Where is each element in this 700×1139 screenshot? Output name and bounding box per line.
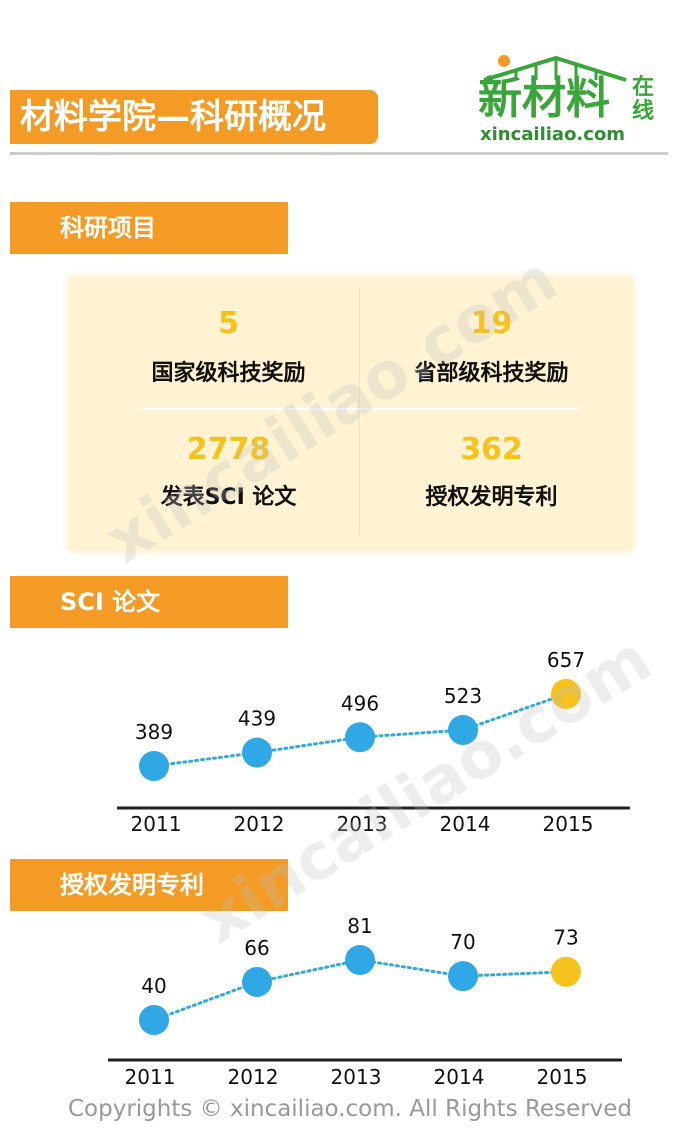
stat-value-patents: 362 bbox=[460, 432, 523, 467]
data-point-2014 bbox=[448, 715, 478, 745]
data-label-2013: 81 bbox=[347, 914, 372, 938]
patents-line-chart: 40 2011 66 2012 81 2013 70 2014 73 2015 bbox=[108, 914, 622, 1089]
title-banner bbox=[10, 90, 378, 144]
data-label-2012: 66 bbox=[244, 936, 269, 960]
footer-copyright: Copyrights © xincailiao.com. All Rights … bbox=[67, 1096, 633, 1122]
stats-horizontal-divider bbox=[140, 408, 580, 410]
page-title: 材料学院—科研概况 bbox=[20, 97, 326, 137]
data-label-2015: 73 bbox=[553, 926, 578, 950]
data-point-2015 bbox=[551, 956, 581, 987]
x-tick-label-2013: 2013 bbox=[337, 812, 388, 836]
data-point-2013 bbox=[345, 722, 375, 753]
section-bar-sci bbox=[10, 576, 288, 628]
section-bar-projects bbox=[10, 202, 288, 254]
data-label-2014: 70 bbox=[450, 930, 475, 954]
data-label-2015: 657 bbox=[547, 648, 585, 672]
x-tick-label-2015: 2015 bbox=[537, 1065, 588, 1089]
x-tick-label-2011: 2011 bbox=[125, 1065, 176, 1089]
section-bar-patents bbox=[10, 859, 288, 911]
sci-papers-line-chart: 389 2011 439 2012 496 2013 523 2014 657 2015 bbox=[117, 648, 630, 836]
data-point-2015 bbox=[551, 679, 581, 709]
data-label-2013: 496 bbox=[341, 691, 379, 715]
series-line bbox=[152, 692, 568, 768]
data-label-2011: 40 bbox=[141, 974, 166, 998]
stats-vertical-divider bbox=[359, 288, 360, 536]
section-title-sci: SCI 论文 bbox=[60, 588, 161, 616]
data-point-2011 bbox=[139, 751, 169, 781]
x-tick-label-2015: 2015 bbox=[543, 812, 594, 836]
logo-zaixian: 在线 bbox=[632, 75, 655, 124]
section-title-projects: 科研项目 bbox=[60, 214, 156, 242]
data-point-2014 bbox=[448, 961, 478, 992]
stat-value-national-awards: 5 bbox=[218, 306, 239, 341]
stat-value-provincial-awards: 19 bbox=[470, 306, 513, 341]
data-label-2014: 523 bbox=[444, 684, 482, 708]
stats-panel bbox=[70, 278, 632, 550]
logo-name: 新材料 bbox=[478, 73, 610, 124]
stat-label-national-awards: 国家级科技奖励 bbox=[151, 361, 306, 386]
data-label-2011: 389 bbox=[135, 720, 173, 744]
data-label-2012: 439 bbox=[238, 707, 276, 731]
data-point-2012 bbox=[242, 966, 272, 997]
data-point-2011 bbox=[139, 1005, 169, 1035]
stat-label-sci-papers: 发表SCI 论文 bbox=[160, 485, 297, 510]
x-tick-label-2012: 2012 bbox=[234, 812, 285, 836]
x-tick-label-2014: 2014 bbox=[434, 1065, 485, 1089]
logo-url: xincailiao.com bbox=[480, 124, 626, 145]
x-tick-label-2011: 2011 bbox=[131, 812, 182, 836]
stat-value-sci-papers: 2778 bbox=[186, 432, 271, 467]
header-divider bbox=[10, 152, 668, 155]
stat-label-provincial-awards: 省部级科技奖励 bbox=[414, 361, 569, 386]
x-tick-label-2014: 2014 bbox=[440, 812, 491, 836]
logo-roof-icon bbox=[483, 55, 627, 82]
x-tick-label-2013: 2013 bbox=[331, 1065, 382, 1089]
x-tick-label-2012: 2012 bbox=[228, 1065, 279, 1089]
section-title-patents: 授权发明专利 bbox=[60, 871, 204, 899]
data-point-2012 bbox=[242, 737, 272, 768]
data-point-2013 bbox=[345, 945, 375, 975]
stat-label-patents: 授权发明专利 bbox=[425, 485, 558, 510]
